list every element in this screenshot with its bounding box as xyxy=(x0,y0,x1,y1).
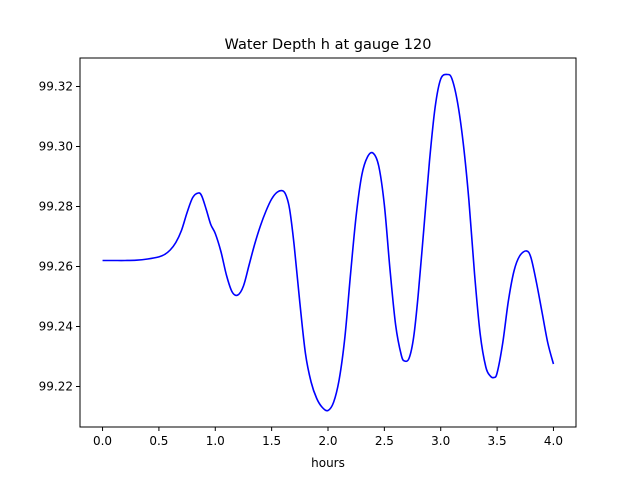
x-tick-label: 0.5 xyxy=(149,434,168,448)
y-tick-label: 99.24 xyxy=(39,320,73,334)
x-tick-label: 1.0 xyxy=(206,434,225,448)
y-tick-label: 99.26 xyxy=(39,260,73,274)
x-tick-label: 2.0 xyxy=(318,434,337,448)
y-tick-label: 99.22 xyxy=(39,380,73,394)
x-axis-label: hours xyxy=(311,456,345,470)
series-line xyxy=(102,73,555,412)
y-tick-label: 99.32 xyxy=(39,80,73,94)
chart-title: Water Depth h at gauge 120 xyxy=(225,37,432,53)
y-axis: 99.22 99.24 99.26 99.28 99.30 99.32 xyxy=(39,80,80,394)
x-tick-label: 2.5 xyxy=(375,434,394,448)
y-tick-label: 99.28 xyxy=(39,200,73,214)
y-tick-label: 99.30 xyxy=(39,140,73,154)
x-tick-label: 4.0 xyxy=(544,434,563,448)
plot-frame xyxy=(79,57,577,428)
x-tick-label: 3.5 xyxy=(488,434,507,448)
x-tick-label: 0.0 xyxy=(93,434,112,448)
x-tick-label: 1.5 xyxy=(262,434,281,448)
x-tick-label: 3.0 xyxy=(431,434,450,448)
plot-layer xyxy=(102,73,555,412)
x-axis: 0.0 0.5 1.0 1.5 2.0 2.5 3.0 3.5 4.0 xyxy=(93,427,563,448)
